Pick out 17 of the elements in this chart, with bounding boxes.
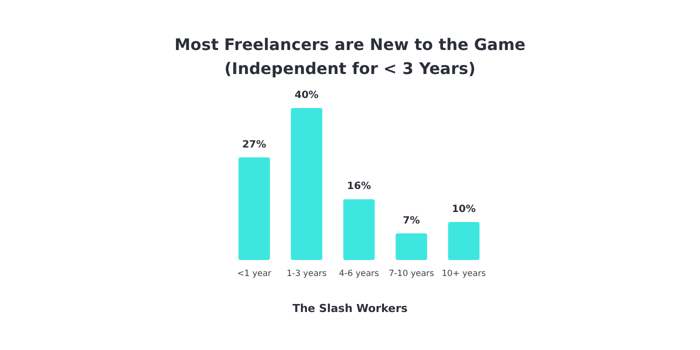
data-label: 10% (452, 204, 476, 215)
bar (396, 233, 428, 260)
x-tick-label: 7-10 years (388, 269, 435, 279)
data-label: 27% (242, 139, 266, 150)
x-tick-label: <1 year (237, 269, 272, 279)
data-label: 16% (347, 181, 371, 192)
data-label: 7% (402, 215, 420, 226)
chart-title: Most Freelancers are New to the Game (Independent for < 3 Years) (174, 35, 526, 78)
bar (448, 222, 480, 260)
data-label: 40% (294, 90, 319, 101)
bar (343, 199, 375, 260)
x-tick-label: 4-6 years (339, 269, 380, 279)
text: The Slash Workers (292, 302, 408, 315)
x-tick-label: 1-3 years (286, 269, 328, 279)
x-tick-label: 10+ years (442, 269, 486, 279)
bar (238, 157, 270, 260)
bar (290, 108, 322, 260)
